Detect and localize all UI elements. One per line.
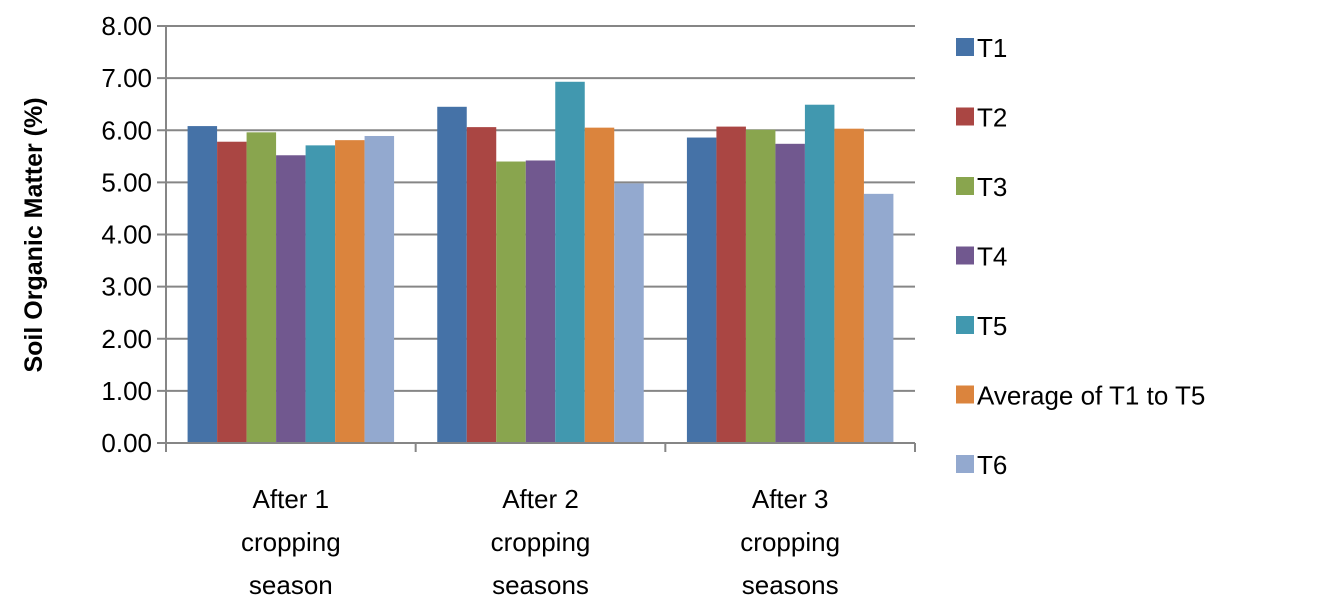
bar-average-of-t1-to-t5-cat2 bbox=[584, 127, 615, 444]
x-category-label: seasons bbox=[492, 570, 589, 600]
x-category-label: season bbox=[249, 570, 333, 600]
y-tick-label: 8.00 bbox=[101, 11, 152, 41]
x-category-label: After 2 bbox=[502, 484, 579, 514]
legend-label: T3 bbox=[977, 172, 1007, 202]
bar-t2-cat2 bbox=[466, 127, 497, 443]
legend-swatch bbox=[956, 385, 974, 404]
bar-t4-cat1 bbox=[276, 155, 306, 443]
legend-swatch bbox=[956, 38, 974, 56]
x-category-label: After 1 bbox=[253, 484, 330, 514]
y-tick-label: 5.00 bbox=[101, 167, 152, 197]
y-tick-label: 0.00 bbox=[101, 428, 152, 458]
x-category-label: After 3 bbox=[752, 484, 829, 514]
bar-t1-cat3 bbox=[686, 137, 717, 444]
x-category-label: cropping bbox=[241, 527, 341, 557]
x-category-label: cropping bbox=[491, 527, 591, 557]
y-tick-label: 6.00 bbox=[101, 115, 152, 145]
legend-swatch bbox=[956, 107, 974, 126]
legend-swatch bbox=[956, 455, 974, 473]
y-tick-label: 4.00 bbox=[101, 220, 152, 250]
y-axis-title: Soil Organic Matter (%) bbox=[20, 97, 48, 372]
legend-swatch bbox=[956, 246, 974, 265]
bar-t6-cat3 bbox=[863, 193, 894, 443]
bar-t5-cat3 bbox=[804, 104, 835, 444]
bar-t3-cat3 bbox=[745, 129, 776, 443]
bar-t1-cat1 bbox=[187, 126, 218, 443]
bar-average-of-t1-to-t5-cat3 bbox=[834, 128, 864, 443]
y-tick-label: 1.00 bbox=[101, 376, 152, 406]
bar-t6-cat2 bbox=[614, 183, 644, 444]
bar-t3-cat1 bbox=[246, 132, 277, 443]
legend-swatch bbox=[956, 177, 974, 195]
bar-t4-cat3 bbox=[775, 143, 805, 444]
bar-average-of-t1-to-t5-cat1 bbox=[335, 140, 365, 443]
legend-label: T2 bbox=[977, 103, 1007, 133]
y-tick-label: 3.00 bbox=[101, 272, 152, 302]
bar-t3-cat2 bbox=[496, 161, 526, 443]
bar-t6-cat1 bbox=[364, 135, 395, 443]
y-tick-labels: 0.00 1.00 2.00 3.00 4.00 5.00 6.00 7.00 8.00 bbox=[101, 11, 152, 458]
bar-t2-cat1 bbox=[217, 141, 247, 443]
bar-t1-cat2 bbox=[437, 106, 467, 443]
x-category-labels: After 1 cropping season After 2 cropping seas… bbox=[241, 484, 840, 600]
legend-label: Average of T1 to T5 bbox=[977, 381, 1205, 411]
legend: T1 T2 T3 T4 T5 Average of T1 to T5 T6 bbox=[956, 33, 1205, 480]
legend-label: T6 bbox=[977, 450, 1007, 480]
legend-swatch bbox=[956, 316, 974, 334]
x-category-label: seasons bbox=[742, 570, 839, 600]
y-tick-label: 2.00 bbox=[101, 324, 152, 354]
y-tick-label: 7.00 bbox=[101, 63, 152, 93]
x-category-label: cropping bbox=[740, 527, 840, 557]
bar-t2-cat3 bbox=[716, 126, 746, 443]
legend-label: T5 bbox=[977, 311, 1007, 341]
bar-t5-cat2 bbox=[555, 81, 585, 444]
legend-label: T1 bbox=[977, 33, 1007, 63]
axes bbox=[165, 26, 916, 452]
bar-t4-cat2 bbox=[525, 160, 556, 444]
bars bbox=[187, 81, 894, 444]
legend-label: T4 bbox=[977, 242, 1007, 272]
bar-t5-cat1 bbox=[305, 145, 336, 443]
